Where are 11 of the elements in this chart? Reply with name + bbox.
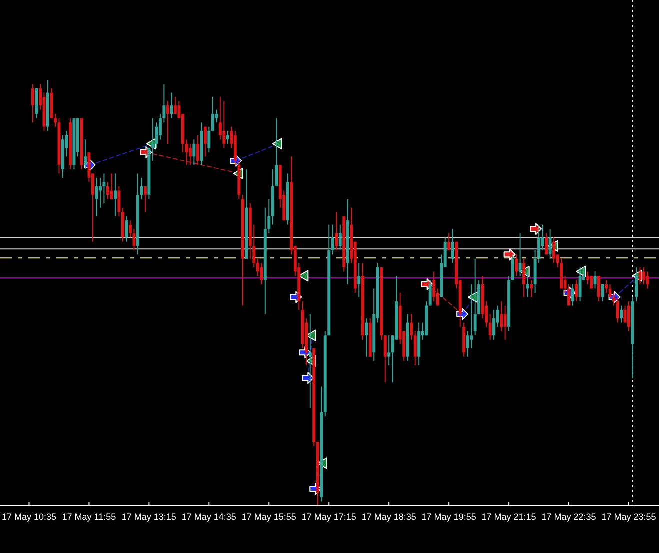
x-tick-label: 17 May 17:15 xyxy=(302,512,356,522)
x-tick-label: 17 May 13:15 xyxy=(122,512,176,522)
x-tick-label: 17 May 21:15 xyxy=(482,512,536,522)
x-tick-label: 17 May 19:55 xyxy=(422,512,476,522)
x-tick-label: 17 May 18:35 xyxy=(362,512,416,522)
x-tick-label: 17 May 15:55 xyxy=(242,512,296,522)
x-tick-label: 17 May 11:55 xyxy=(62,512,116,522)
x-tick-label: 17 May 22:35 xyxy=(542,512,596,522)
x-tick-label: 17 May 10:35 xyxy=(2,512,57,522)
x-tick-label: 17 May 14:35 xyxy=(182,512,236,522)
x-tick-label: 17 May 23:55 xyxy=(602,512,656,522)
